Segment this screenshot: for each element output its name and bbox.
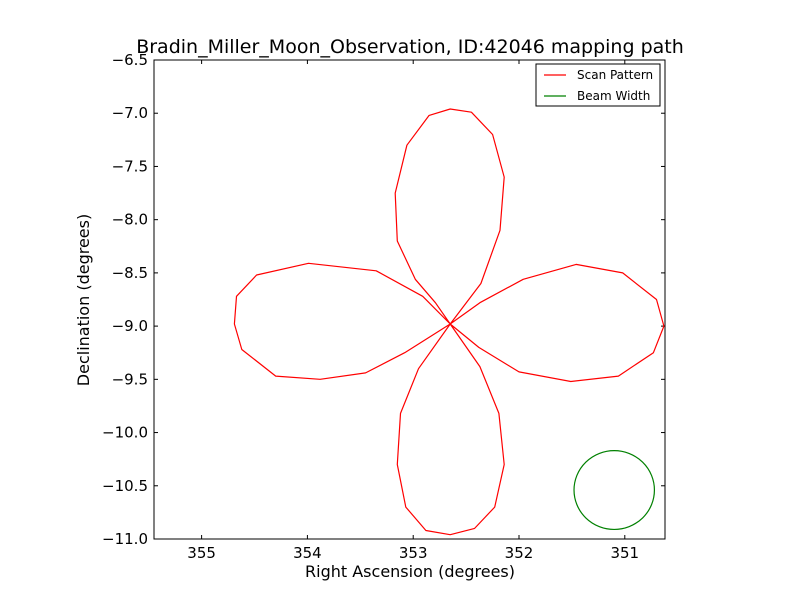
- y-tick-label: −10.5: [102, 477, 148, 495]
- y-tick-label: −11.0: [102, 530, 148, 548]
- x-axis-label: Right Ascension (degrees): [305, 562, 515, 581]
- y-tick-label: −10.0: [102, 424, 148, 442]
- plot-area: [154, 60, 665, 539]
- x-tick-label: 355: [187, 544, 216, 562]
- y-tick-label: −8.0: [112, 211, 148, 229]
- x-tick-label: 353: [399, 544, 428, 562]
- legend-beam-width-label: Beam Width: [577, 89, 650, 103]
- y-tick-label: −7.0: [112, 104, 148, 122]
- x-axis: 355 354 353 352 351: [187, 60, 639, 562]
- chart-title: Bradin_Miller_Moon_Observation, ID:42046…: [136, 36, 684, 58]
- plot-content: [233, 108, 665, 536]
- legend-scan-pattern-label: Scan Pattern: [577, 68, 653, 82]
- x-tick-label: 352: [505, 544, 534, 562]
- beam-width-circle: [573, 450, 656, 531]
- legend: Scan Pattern Beam Width: [535, 63, 661, 107]
- y-tick-label: −8.5: [112, 264, 148, 282]
- y-tick-label: −9.5: [112, 370, 148, 388]
- y-tick-label: −6.5: [112, 51, 148, 69]
- y-tick-label: −7.5: [112, 157, 148, 175]
- y-tick-label: −9.0: [112, 317, 148, 335]
- plot-frame: [153, 59, 666, 540]
- legend-box: [535, 63, 661, 107]
- x-tick-label: 351: [610, 544, 639, 562]
- x-tick-label: 354: [293, 544, 322, 562]
- y-axis: −6.5 −7.0 −7.5 −8.0 −8.5 −9.0 −9.5 −10.0 −10.5 −1…: [102, 51, 665, 548]
- y-axis-label: Declination (degrees): [74, 214, 93, 386]
- scan-pattern-line: [233, 108, 665, 536]
